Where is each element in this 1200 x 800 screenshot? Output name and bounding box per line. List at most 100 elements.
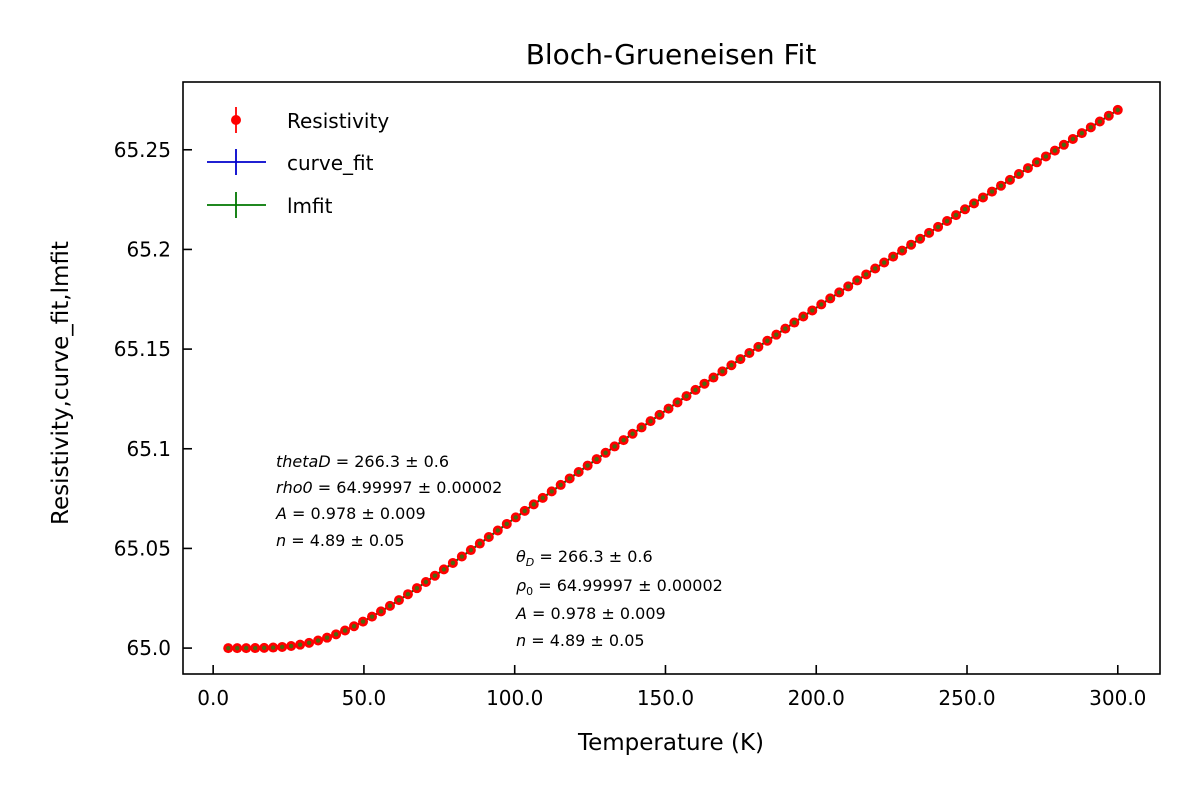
annotation-a-lmfit: A = 0.978 ± 0.009	[515, 604, 666, 623]
fit-point	[324, 635, 330, 640]
fit-point	[244, 645, 249, 651]
fit-point	[378, 609, 384, 614]
fit-point	[468, 547, 474, 553]
fit-point	[684, 393, 689, 399]
x-tick-label: 300.0	[1089, 686, 1146, 710]
fit-point	[935, 224, 941, 230]
annotation-n-lmfit: n = 4.89 ± 0.05	[516, 631, 645, 650]
annotation-rho0-symbol: ρ0 = 64.99997 ± 0.00002	[516, 576, 723, 598]
fit-point	[315, 638, 321, 643]
legend-marker-resistivity	[231, 115, 241, 125]
fit-point	[783, 326, 788, 331]
plot-area: 65.0 65.05 65.1 65.15 65.2 65.25 0.0 50.0 100.0…	[114, 104, 1146, 710]
fit-point	[819, 302, 824, 307]
fit-point	[513, 515, 518, 520]
legend-item-resistivity: Resistivity	[231, 107, 389, 133]
fit-point	[828, 296, 833, 301]
fit-point	[477, 541, 483, 546]
fit-point	[486, 534, 492, 540]
annotation-a: A = 0.978 ± 0.009	[275, 504, 426, 523]
fit-point	[926, 230, 932, 236]
fit-point	[630, 431, 635, 436]
y-tick-label: 65.2	[126, 237, 171, 261]
fit-point	[252, 645, 258, 651]
fit-point	[342, 628, 348, 633]
fit-point	[297, 642, 303, 647]
fit-point	[1043, 154, 1049, 159]
annotation-theta-d-symbol: θD = 266.3 ± 0.6	[516, 547, 653, 569]
fit-point	[702, 381, 707, 386]
legend-item-lmfit: lmfit	[207, 192, 333, 218]
fit-point	[774, 332, 779, 337]
fit-point	[908, 242, 914, 247]
fit-point	[235, 645, 240, 651]
fit-point	[558, 482, 563, 488]
x-tick-label: 250.0	[938, 686, 995, 710]
fit-point	[962, 207, 968, 212]
fit-point	[1070, 136, 1076, 142]
legend-label-lmfit: lmfit	[287, 194, 333, 218]
fit-point	[729, 363, 734, 368]
lmfit-line	[228, 109, 1119, 650]
y-tick-label: 65.15	[114, 337, 171, 361]
fit-point	[1106, 113, 1112, 118]
fit-params-annotation-curve-fit: thetaD = 266.3 ± 0.6 rho0 = 64.99997 ± 0…	[275, 452, 502, 550]
fit-point	[405, 592, 411, 597]
fit-point	[881, 260, 887, 265]
legend: Resistivity curve_fit lmfit	[207, 107, 389, 218]
fit-point	[747, 350, 752, 356]
y-tick-label: 65.25	[114, 138, 171, 162]
fit-point	[1016, 171, 1022, 177]
fit-point	[1025, 165, 1031, 171]
y-tick-label: 65.05	[114, 536, 171, 560]
fit-point	[648, 418, 653, 424]
fit-point	[540, 495, 545, 501]
fit-point	[989, 189, 995, 194]
y-axis: 65.0 65.05 65.1 65.15 65.2 65.25	[114, 138, 192, 660]
x-tick-label: 0.0	[197, 686, 229, 710]
fit-point	[738, 356, 743, 362]
y-tick-label: 65.0	[126, 636, 171, 660]
fit-point	[567, 476, 572, 481]
annotation-n: n = 4.89 ± 0.05	[276, 531, 405, 550]
fit-point	[666, 406, 671, 411]
y-tick-label: 65.1	[126, 437, 171, 461]
fit-point	[288, 643, 294, 649]
fit-point	[1079, 130, 1085, 136]
fit-point	[872, 266, 878, 271]
fit-point	[603, 450, 608, 455]
fit-point	[387, 603, 393, 609]
fit-point	[423, 579, 429, 585]
fit-point	[360, 619, 366, 624]
fit-point	[495, 528, 500, 533]
fit-point	[756, 344, 761, 350]
fit-point	[693, 387, 698, 393]
fit-point	[576, 469, 581, 475]
fit-point	[414, 585, 420, 591]
legend-item-curve-fit: curve_fit	[207, 149, 374, 175]
fit-point	[720, 369, 725, 374]
fit-point	[837, 290, 842, 295]
fit-point	[1115, 107, 1120, 113]
fit-point	[459, 554, 465, 559]
fit-point	[1061, 142, 1067, 147]
curve-fit-line	[228, 109, 1119, 650]
fit-point	[657, 412, 662, 418]
fit-point	[953, 212, 959, 218]
fit-point	[855, 278, 860, 283]
fit-point	[585, 463, 590, 468]
fit-point	[261, 645, 267, 651]
fit-point	[998, 183, 1004, 188]
fit-point	[801, 314, 806, 319]
fit-point	[279, 644, 285, 650]
fit-point	[369, 614, 375, 619]
fit-point	[810, 308, 815, 313]
fit-point	[675, 400, 680, 405]
fit-point	[971, 201, 977, 206]
fit-point	[899, 248, 905, 253]
fit-point	[594, 456, 599, 462]
fit-params-annotation-lmfit: θD = 266.3 ± 0.6 ρ0 = 64.99997 ± 0.00002…	[515, 547, 723, 650]
fit-point	[1097, 119, 1103, 124]
fit-point	[980, 195, 986, 200]
fit-lines	[228, 109, 1119, 650]
